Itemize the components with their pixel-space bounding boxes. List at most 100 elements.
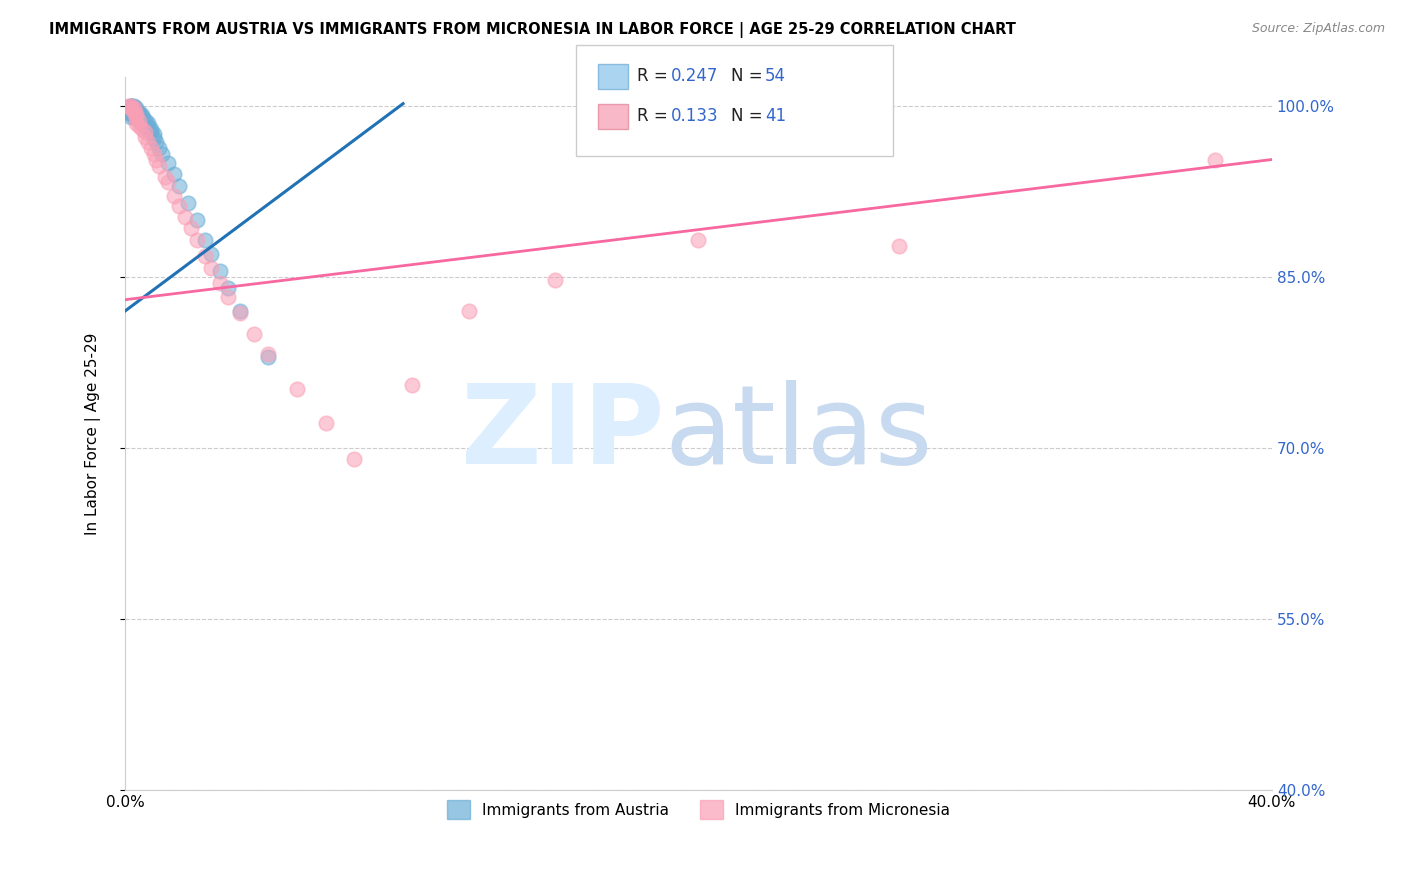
- Point: [153, 169, 176, 184]
- Legend: Immigrants from Austria, Immigrants from Micronesia: Immigrants from Austria, Immigrants from…: [441, 794, 956, 825]
- Point: [120, 101, 142, 115]
- Point: [217, 281, 239, 295]
- Point: [122, 103, 145, 118]
- Point: [194, 249, 217, 263]
- Point: [217, 290, 239, 304]
- Text: IMMIGRANTS FROM AUSTRIA VS IMMIGRANTS FROM MICRONESIA IN LABOR FORCE | AGE 25-29: IMMIGRANTS FROM AUSTRIA VS IMMIGRANTS FR…: [49, 22, 1017, 38]
- Point: [136, 123, 159, 137]
- Point: [125, 111, 148, 125]
- Point: [136, 136, 159, 150]
- Point: [688, 234, 710, 248]
- Text: R =: R =: [637, 67, 673, 85]
- Text: atlas: atlas: [664, 380, 932, 487]
- Point: [200, 247, 222, 261]
- Point: [200, 260, 222, 275]
- Point: [208, 276, 231, 290]
- Point: [134, 129, 156, 144]
- Point: [174, 210, 197, 224]
- Point: [128, 113, 150, 128]
- Y-axis label: In Labor Force | Age 25-29: In Labor Force | Age 25-29: [86, 333, 101, 535]
- Text: ZIP: ZIP: [461, 380, 664, 487]
- Point: [120, 103, 142, 117]
- Point: [120, 107, 142, 121]
- Point: [131, 121, 153, 136]
- Point: [120, 99, 142, 113]
- Point: [150, 146, 173, 161]
- Point: [169, 178, 191, 193]
- Point: [125, 116, 148, 130]
- Point: [125, 101, 148, 115]
- Point: [128, 107, 150, 121]
- Point: [142, 131, 165, 145]
- Point: [131, 113, 153, 128]
- Point: [120, 111, 142, 125]
- Point: [117, 104, 139, 119]
- Point: [139, 125, 162, 139]
- Point: [163, 189, 186, 203]
- Point: [134, 125, 156, 139]
- Point: [401, 378, 423, 392]
- Point: [122, 104, 145, 119]
- Point: [122, 108, 145, 122]
- Point: [117, 103, 139, 117]
- Text: 0.133: 0.133: [671, 107, 718, 125]
- Point: [125, 107, 148, 121]
- Point: [544, 273, 567, 287]
- Point: [208, 264, 231, 278]
- Point: [458, 304, 481, 318]
- Point: [120, 99, 142, 113]
- Text: N =: N =: [731, 107, 768, 125]
- Point: [228, 306, 250, 320]
- Point: [156, 156, 179, 170]
- Point: [131, 116, 153, 130]
- Point: [257, 347, 280, 361]
- Point: [122, 101, 145, 115]
- Point: [122, 105, 145, 120]
- Point: [120, 99, 142, 113]
- Point: [228, 304, 250, 318]
- Point: [128, 120, 150, 134]
- Point: [257, 350, 280, 364]
- Point: [145, 153, 167, 167]
- Point: [180, 221, 202, 235]
- Point: [125, 111, 148, 125]
- Point: [122, 111, 145, 125]
- Point: [148, 141, 170, 155]
- Point: [186, 234, 208, 248]
- Point: [125, 103, 148, 118]
- Point: [145, 136, 167, 150]
- Point: [139, 141, 162, 155]
- Point: [122, 100, 145, 114]
- Point: [243, 326, 266, 341]
- Text: Source: ZipAtlas.com: Source: ZipAtlas.com: [1251, 22, 1385, 36]
- Point: [134, 112, 156, 127]
- Point: [1204, 153, 1226, 167]
- Point: [156, 175, 179, 189]
- Text: 41: 41: [765, 107, 786, 125]
- Point: [139, 121, 162, 136]
- Point: [125, 105, 148, 120]
- Point: [177, 195, 200, 210]
- Point: [285, 382, 308, 396]
- Point: [131, 111, 153, 125]
- Text: N =: N =: [731, 67, 768, 85]
- Point: [134, 116, 156, 130]
- Text: R =: R =: [637, 107, 673, 125]
- Point: [134, 120, 156, 134]
- Point: [120, 104, 142, 119]
- Point: [122, 99, 145, 113]
- Point: [142, 128, 165, 142]
- Point: [117, 99, 139, 113]
- Point: [186, 213, 208, 227]
- Point: [120, 99, 142, 113]
- Point: [315, 416, 337, 430]
- Point: [148, 159, 170, 173]
- Text: 0.247: 0.247: [671, 67, 718, 85]
- Text: 54: 54: [765, 67, 786, 85]
- Point: [343, 452, 366, 467]
- Point: [194, 234, 217, 248]
- Point: [163, 167, 186, 181]
- Point: [136, 120, 159, 134]
- Point: [128, 111, 150, 125]
- Point: [131, 108, 153, 122]
